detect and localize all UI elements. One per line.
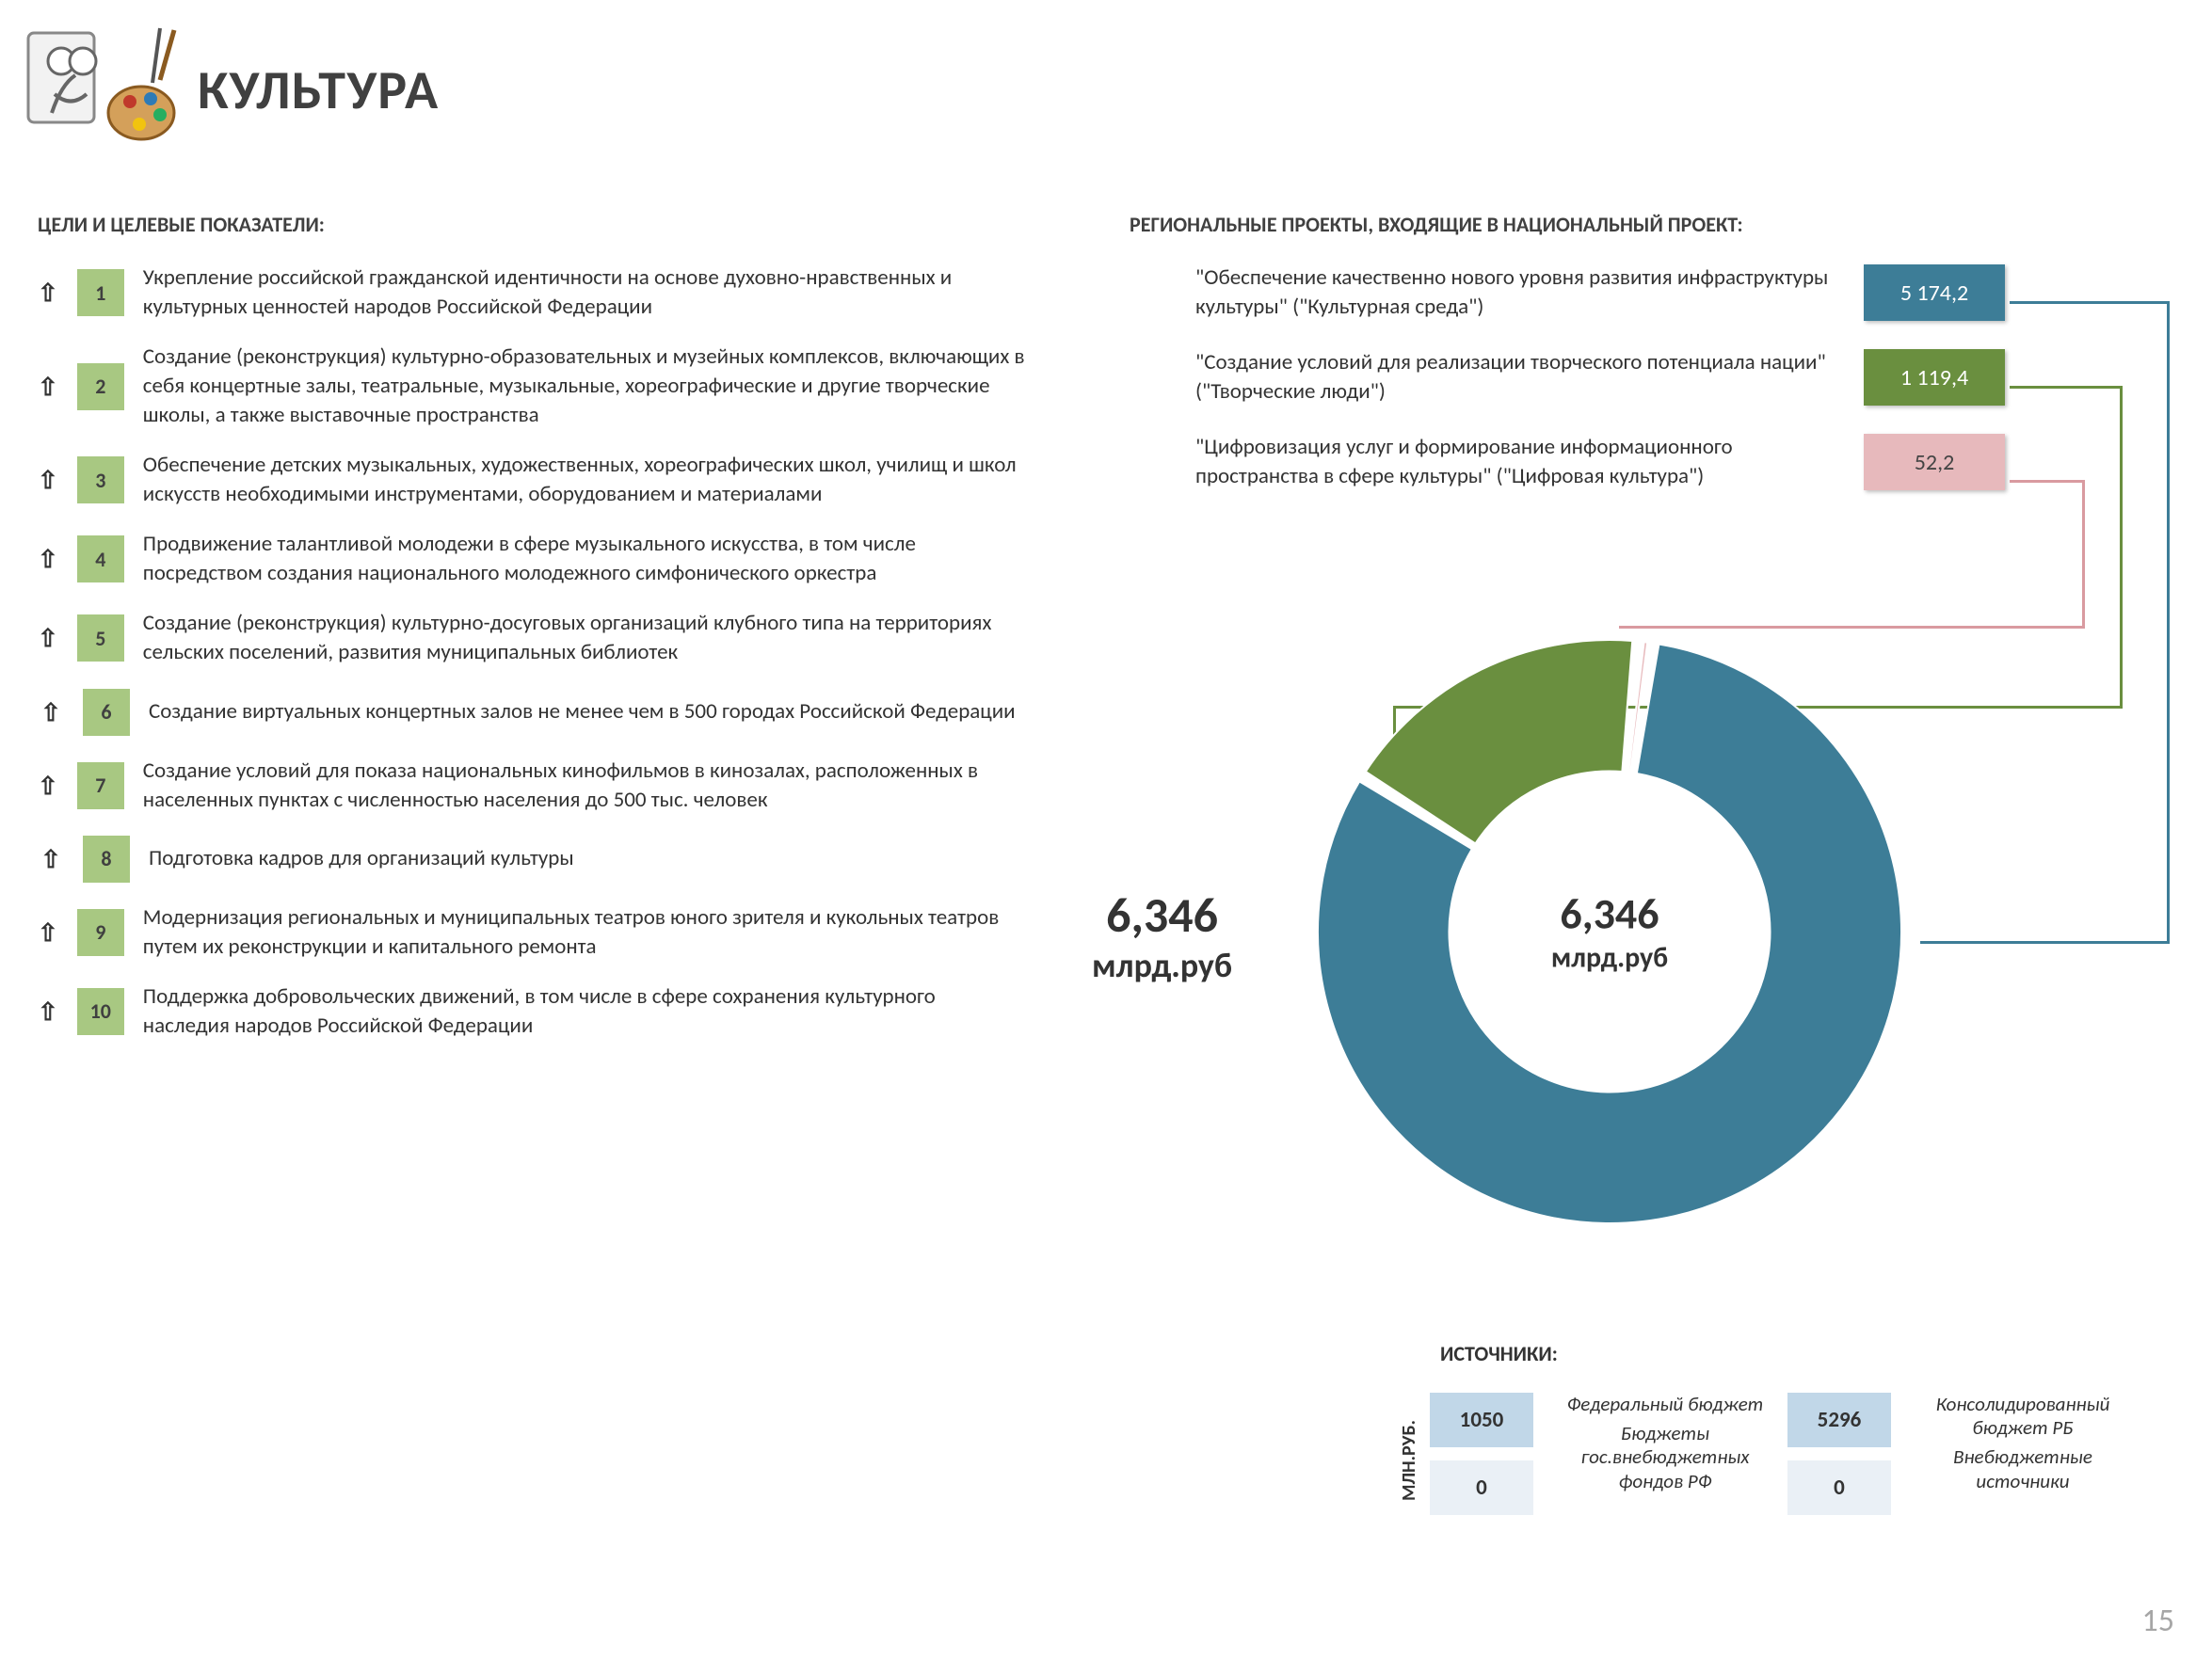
goal-number: 2 [77,363,124,410]
goal-text: Создание виртуальных концертных залов не… [149,697,1016,726]
goal-number: 5 [77,614,124,662]
goal-text: Создание (реконструкция) культурно-образ… [143,343,1026,430]
connector-blue [2167,301,2170,941]
source-label: Федеральный бюджет [1552,1393,1778,1416]
arrow-up-icon: ⇧ [38,917,58,948]
projects-heading: РЕГИОНАЛЬНЫЕ ПРОЕКТЫ, ВХОДЯЩИЕ В НАЦИОНА… [1130,212,1743,237]
arrow-up-icon: ⇧ [38,844,64,874]
page-title: КУЛЬТУРА [198,56,439,123]
goal-row: ⇧ 9 Модернизация региональных и муниципаль… [38,903,1026,962]
project-value-box: 5 174,2 [1864,264,2005,321]
project-label: "Создание условий для реализации творчес… [1195,348,1835,407]
source-label: Консолидированный бюджет РБ [1910,1393,2136,1440]
goal-row: ⇧ 1 Укрепление российской гражданской иден… [38,263,1026,322]
goal-number: 8 [83,836,130,883]
culture-icon [19,19,179,160]
goal-number: 10 [77,988,124,1035]
goal-number: 9 [77,909,124,956]
goal-number: 3 [77,456,124,503]
goal-row: ⇧ 3 Обеспечение детских музыкальных, худож… [38,451,1026,509]
donut-center-value: 6,346 [1551,888,1668,941]
source-value-box: 0 [1787,1460,1891,1515]
goals-heading: ЦЕЛИ И ЦЕЛЕВЫЕ ПОКАЗАТЕЛИ: [38,212,325,237]
arrow-up-icon: ⇧ [38,465,58,495]
donut-chart: 6,346 млрд.руб [1299,621,1920,1242]
donut-center-unit: млрд.руб [1551,941,1668,976]
goal-text: Поддержка добровольческих движений, в то… [143,982,1026,1041]
sources-block: МЛН.РУБ. 1050 0 Федеральный бюджет Бюджеты… [1398,1393,2136,1529]
goal-text: Подготовка кадров для организаций культу… [149,844,574,873]
arrow-up-icon: ⇧ [38,997,58,1027]
goal-number: 4 [77,535,124,582]
goal-row: ⇧ 8 Подготовка кадров для организаций куль… [38,836,1026,883]
source-label: Внебюджетные источники [1910,1445,2136,1492]
donut-outer-label: 6,346 млрд.руб [1092,885,1232,986]
source-value-box: 0 [1430,1460,1533,1515]
source-value-box: 1050 [1430,1393,1533,1447]
goal-number: 7 [77,762,124,809]
donut-outer-unit: млрд.руб [1092,945,1232,986]
goal-text: Обеспечение детских музыкальных, художес… [143,451,1026,509]
header: КУЛЬТУРА [19,19,439,160]
source-label: Бюджеты гос.внебюджетных фондов РФ [1552,1422,1778,1493]
goals-list: ⇧ 1 Укрепление российской гражданской иден… [38,263,1026,1061]
page-number: 15 [2142,1602,2174,1640]
goal-row: ⇧ 2 Создание (реконструкция) культурно-обр… [38,343,1026,430]
goal-text: Модернизация региональных и муниципальны… [143,903,1026,962]
sources-heading: ИСТОЧНИКИ: [1440,1341,1558,1366]
goal-number: 1 [77,269,124,316]
goal-row: ⇧ 7 Создание условий для показа национальн… [38,757,1026,815]
donut-outer-value: 6,346 [1092,885,1232,945]
connector-blue [1920,941,2170,944]
goal-text: Продвижение талантливой молодежи в сфере… [143,530,1026,588]
goal-text: Создание (реконструкция) культурно-досуг… [143,609,1026,667]
goal-text: Создание условий для показа национальных… [143,757,1026,815]
connector-blue [2010,301,2170,304]
donut-center-label: 6,346 млрд.руб [1551,888,1668,976]
connector-pink [2082,480,2085,626]
arrow-up-icon: ⇧ [38,623,58,653]
goal-row: ⇧ 4 Продвижение талантливой молодежи в сфе… [38,530,1026,588]
source-value-box: 5296 [1787,1393,1891,1447]
project-row: "Создание условий для реализации творчес… [1195,348,2156,407]
project-value-box: 52,2 [1864,434,2005,490]
project-value-box: 1 119,4 [1864,349,2005,406]
goal-row: ⇧ 5 Создание (реконструкция) культурно-дос… [38,609,1026,667]
goal-text: Укрепление российской гражданской иденти… [143,263,1026,322]
goal-row: ⇧ 6 Создание виртуальных концертных залов … [38,689,1026,736]
goal-row: ⇧ 10 Поддержка добровольческих движений, в… [38,982,1026,1041]
goal-number: 6 [83,689,130,736]
arrow-up-icon: ⇧ [38,697,64,727]
arrow-up-icon: ⇧ [38,372,58,402]
arrow-up-icon: ⇧ [38,278,58,308]
project-label: "Обеспечение качественно нового уровня р… [1195,263,1835,322]
arrow-up-icon: ⇧ [38,771,58,801]
sources-ylabel: МЛН.РУБ. [1398,1393,1420,1529]
project-label: "Цифровизация услуг и формирование инфор… [1195,433,1835,491]
arrow-up-icon: ⇧ [38,544,58,574]
connector-green [2120,386,2123,706]
project-row: "Обеспечение качественно нового уровня р… [1195,263,2156,322]
connector-green [2010,386,2123,389]
connector-pink [2010,480,2085,483]
